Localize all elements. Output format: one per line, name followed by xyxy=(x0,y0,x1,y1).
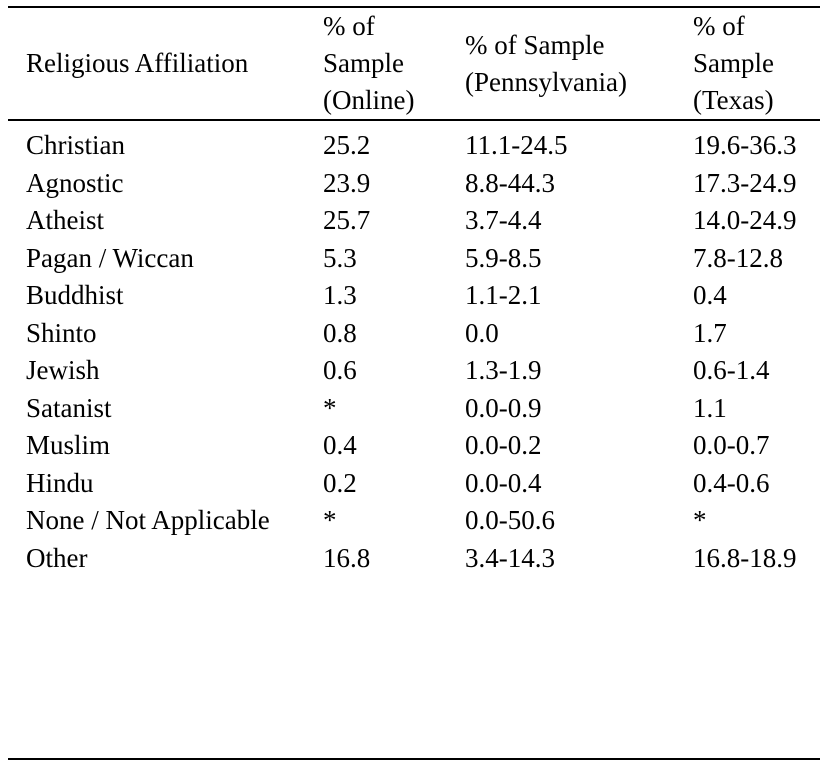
online-cell: 0.6 xyxy=(323,355,357,385)
online-cell: * xyxy=(323,505,337,535)
affiliation-cell: None / Not Applicable xyxy=(26,505,270,535)
texas-cell: 19.6-36.3 xyxy=(693,130,797,160)
online-cell: 0.2 xyxy=(323,467,357,498)
table-row: Satanist * 0.0-0.9 1.1 xyxy=(8,390,820,428)
table-row: Agnostic 23.9 8.8-44.3 17.3-24.9 xyxy=(8,165,820,203)
texas-cell: 1.7 xyxy=(693,317,727,348)
table-header-rule xyxy=(8,119,820,121)
texas-cell: 17.3-24.9 xyxy=(693,167,797,198)
online-cell: 0.4 xyxy=(323,430,357,460)
online-cell: 5.3 xyxy=(323,242,357,273)
texas-cell: 1.1 xyxy=(693,392,727,423)
table-row: Pagan / Wiccan 5.3 5.9-8.5 7.8-12.8 xyxy=(8,240,820,278)
online-cell: 25.7 xyxy=(323,205,371,235)
table-row: Hindu 0.2 0.0-0.4 0.4-0.6 xyxy=(8,465,820,503)
texas-cell: * xyxy=(693,505,707,535)
affiliation-cell: Atheist xyxy=(26,205,104,235)
pennsylvania-cell: 0.0 xyxy=(465,317,499,348)
texas-cell: 7.8-12.8 xyxy=(693,242,783,273)
pennsylvania-cell: 3.4-14.3 xyxy=(465,542,555,573)
online-cell: 0.8 xyxy=(323,317,357,348)
table-bottom-rule xyxy=(8,758,820,760)
affiliation-cell: Muslim xyxy=(26,430,111,460)
affiliation-cell: Other xyxy=(26,542,88,573)
table-row: Jewish 0.6 1.3-1.9 0.6-1.4 xyxy=(8,352,820,390)
header-religious-affiliation: Religious Affiliation xyxy=(26,48,249,78)
online-cell: * xyxy=(323,392,337,423)
affiliation-cell: Jewish xyxy=(26,355,100,385)
pennsylvania-cell: 1.3-1.9 xyxy=(465,355,542,385)
table-body: Christian 25.2 11.1-24.5 19.6-36.3 Agnos… xyxy=(8,119,820,577)
table-header-row: Religious Affiliation % of Sample (Onlin… xyxy=(8,8,820,119)
pennsylvania-cell: 8.8-44.3 xyxy=(465,167,555,198)
texas-cell: 16.8-18.9 xyxy=(693,542,797,573)
pennsylvania-cell: 0.0-50.6 xyxy=(465,505,555,535)
table-row: Other 16.8 3.4-14.3 16.8-18.9 xyxy=(8,540,820,578)
pennsylvania-cell: 0.0-0.9 xyxy=(465,392,542,423)
texas-cell: 0.4-0.6 xyxy=(693,467,770,498)
header-sample-texas: % of Sample (Texas) xyxy=(693,11,774,115)
table-row: Christian 25.2 11.1-24.5 19.6-36.3 xyxy=(8,119,820,165)
affiliation-cell: Shinto xyxy=(26,317,97,348)
pennsylvania-cell: 3.7-4.4 xyxy=(465,205,542,235)
table-row: Buddhist 1.3 1.1-2.1 0.4 xyxy=(8,277,820,315)
affiliation-cell: Buddhist xyxy=(26,280,124,310)
header-sample-online: % of Sample (Online) xyxy=(323,11,415,115)
texas-cell: 14.0-24.9 xyxy=(693,205,797,235)
table-row: Shinto 0.8 0.0 1.7 xyxy=(8,315,820,353)
table-row: Muslim 0.4 0.0-0.2 0.0-0.7 xyxy=(8,427,820,465)
pennsylvania-cell: 1.1-2.1 xyxy=(465,280,542,310)
pennsylvania-cell: 5.9-8.5 xyxy=(465,242,542,273)
online-cell: 16.8 xyxy=(323,542,371,573)
affiliation-cell: Satanist xyxy=(26,392,112,423)
texas-cell: 0.6-1.4 xyxy=(693,355,770,385)
texas-cell: 0.4 xyxy=(693,280,727,310)
online-cell: 25.2 xyxy=(323,130,371,160)
table-row: Atheist 25.7 3.7-4.4 14.0-24.9 xyxy=(8,202,820,240)
pennsylvania-cell: 11.1-24.5 xyxy=(465,130,568,160)
table-row: None / Not Applicable * 0.0-50.6 * xyxy=(8,502,820,540)
affiliation-cell: Agnostic xyxy=(26,167,124,198)
online-cell: 23.9 xyxy=(323,167,371,198)
online-cell: 1.3 xyxy=(323,280,357,310)
affiliation-cell: Christian xyxy=(26,130,125,160)
texas-cell: 0.0-0.7 xyxy=(693,430,770,460)
pennsylvania-cell: 0.0-0.4 xyxy=(465,467,542,498)
affiliation-cell: Hindu xyxy=(26,467,94,498)
affiliation-cell: Pagan / Wiccan xyxy=(26,242,194,273)
religious-affiliation-table: Religious Affiliation % of Sample (Onlin… xyxy=(8,8,820,577)
pennsylvania-cell: 0.0-0.2 xyxy=(465,430,542,460)
table-top-rule xyxy=(8,6,820,8)
header-sample-pennsylvania: % of Sample (Pennsylvania) xyxy=(465,29,627,97)
